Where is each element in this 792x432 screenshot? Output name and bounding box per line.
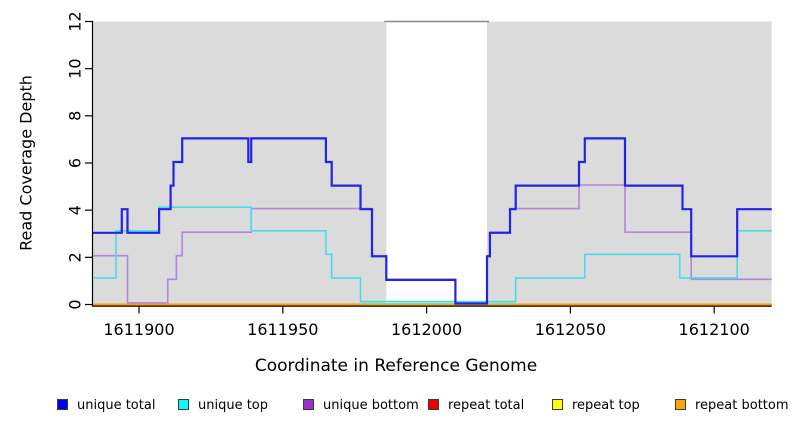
legend-item-repeat-total: repeat total	[428, 397, 524, 415]
x-tick-label: 1611950	[247, 320, 318, 339]
legend-label: unique total	[77, 398, 156, 413]
covered-region-right	[486, 21, 772, 305]
x-axis-title: Coordinate in Reference Genome	[254, 356, 538, 376]
legend-label: unique bottom	[323, 398, 419, 413]
y-tick-label: 6	[66, 158, 85, 168]
series-unique-total-line	[93, 137, 772, 305]
legend-item-repeat-bottom: repeat bottom	[675, 397, 789, 415]
legend-swatch-repeat-top	[552, 399, 563, 410]
y-axis-title-text: Read Coverage Depth	[16, 75, 36, 251]
x-tick-label: 1612100	[679, 320, 750, 339]
legend-swatch-unique-top	[178, 399, 189, 410]
legend-item-repeat-top: repeat top	[552, 397, 640, 415]
legend-item-unique-top: unique top	[178, 397, 268, 415]
y-tick-label: 4	[66, 205, 85, 215]
y-tick-label: 2	[66, 252, 85, 262]
legend-item-unique-bottom: unique bottom	[303, 397, 419, 415]
legend-swatch-repeat-bottom	[675, 399, 686, 410]
legend-label: unique top	[198, 398, 269, 413]
legend-label: repeat bottom	[695, 398, 789, 413]
legend-swatch-unique-total	[57, 399, 68, 410]
legend: unique total unique top unique bottom repea…	[0, 397, 792, 419]
legend-item-unique-total: unique total	[57, 397, 155, 415]
legend-label: repeat top	[572, 398, 640, 413]
y-tick-label: 8	[66, 111, 85, 121]
legend-swatch-unique-bottom	[303, 399, 314, 410]
x-tick-label: 1612050	[535, 320, 606, 339]
covered-region-left	[93, 21, 387, 305]
x-tick-label: 1612000	[391, 320, 462, 339]
legend-label: repeat total	[448, 398, 525, 413]
legend-swatch-repeat-total	[428, 399, 439, 410]
y-tick-label: 12	[66, 11, 85, 31]
y-tick-label: 10	[66, 58, 85, 78]
y-tick-label: 0	[66, 299, 85, 309]
x-tick-label: 1611900	[103, 320, 174, 339]
